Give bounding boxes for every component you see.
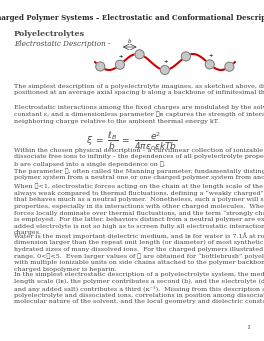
Text: When ℓ<1, electrostatic forces acting on the chain at the length scale of the ch: When ℓ<1, electrostatic forces acting on… [14, 183, 264, 235]
Text: +: + [209, 54, 213, 58]
Circle shape [225, 62, 234, 71]
Circle shape [96, 62, 105, 71]
Text: Within the chosen physical description – a curvilinear collection of ionizable u: Within the chosen physical description –… [14, 148, 264, 167]
Text: In the simplest electrostatic description of a polyelectrolyte system, the mediu: In the simplest electrostatic descriptio… [14, 272, 264, 304]
Text: Water is the most important dielectric medium, and lв for water is 7.1Å at room : Water is the most important dielectric m… [14, 232, 264, 272]
Circle shape [115, 60, 124, 69]
Text: The parameter ℓ, often called the Manning parameter, fundamentally distinguishes: The parameter ℓ, often called the Mannin… [14, 168, 264, 180]
Text: The simplest description of a polyelectrolyte imagines, as sketched above, discr: The simplest description of a polyelectr… [14, 84, 264, 95]
Circle shape [205, 60, 214, 69]
Text: Electrostatic Description -: Electrostatic Description - [14, 40, 111, 48]
Circle shape [181, 52, 190, 61]
Text: $\xi$ $=$ $\dfrac{\ell_B}{b}$ $=$ $\dfrac{e^2}{4\pi\varepsilon_0\varepsilon kTb}: $\xi$ $=$ $\dfrac{\ell_B}{b}$ $=$ $\dfra… [86, 129, 178, 153]
Text: II. Charged Polymer Systems – Electrostatic and Conformational Descriptions: II. Charged Polymer Systems – Electrosta… [0, 14, 264, 22]
Circle shape [135, 50, 144, 59]
Text: b: b [128, 39, 131, 44]
Text: +: + [164, 59, 168, 64]
Text: +: + [119, 54, 123, 59]
Circle shape [160, 65, 169, 74]
Text: Polyelectrolytes: Polyelectrolytes [14, 30, 85, 38]
Text: 1: 1 [246, 325, 250, 330]
Text: Electrostatic interactions among the fixed charges are modulated by the solvent : Electrostatic interactions among the fix… [14, 105, 264, 123]
